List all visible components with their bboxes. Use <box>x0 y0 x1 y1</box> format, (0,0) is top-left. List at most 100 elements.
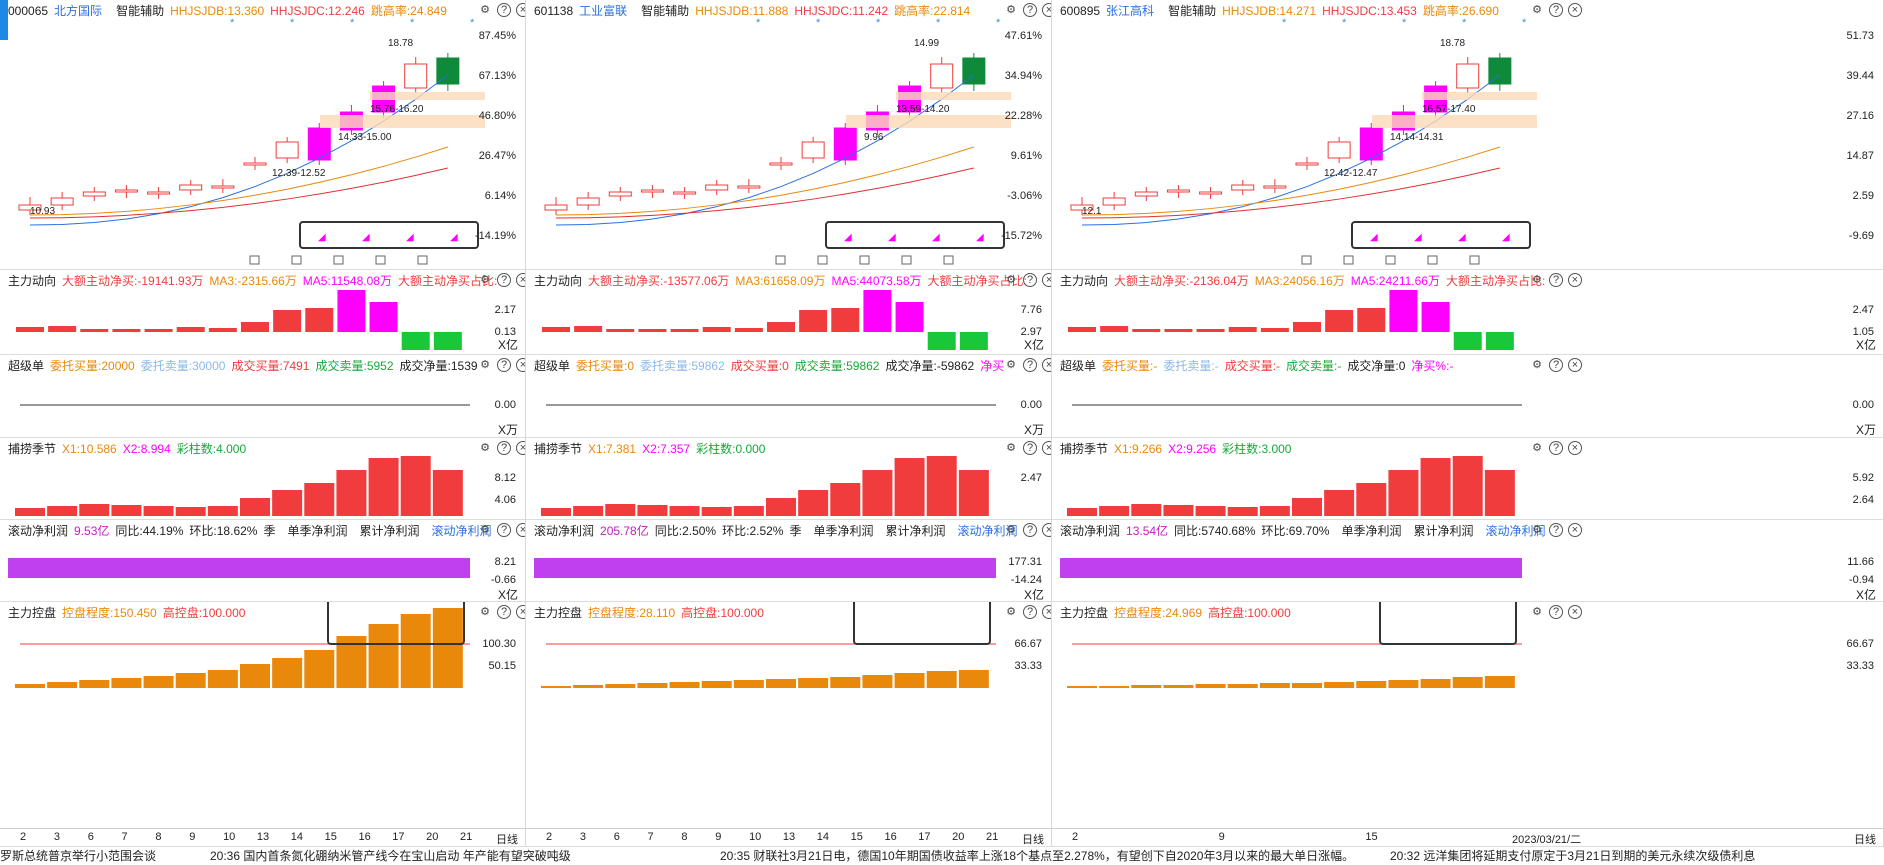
gear-icon[interactable]: ⚙ <box>480 274 490 286</box>
assist-toggle[interactable]: 智能辅助 <box>1168 4 1217 18</box>
control-panel[interactable]: 主力控盘 控盘程度:24.969 高控盘:100.000 ⚙? × 66.67 33.33 <box>1052 602 1883 828</box>
stock-panel-601138[interactable]: 601138 工业富联 智能辅助 HHJSJDB:11.888 HHJSJDC:11.2… <box>526 0 1052 846</box>
super-order-panel[interactable]: 超级单 委托买量:0 委托卖量:59862 成交买量:0 成交卖量:59862 成交净量:… <box>526 355 1051 438</box>
close-icon[interactable]: × <box>1568 3 1582 17</box>
gear-icon[interactable]: ⚙ <box>1006 606 1016 618</box>
indicator-title[interactable]: 主力控盘 <box>534 606 583 620</box>
close-icon[interactable]: × <box>1042 605 1051 619</box>
profit-tab[interactable]: 单季净利润 <box>287 524 348 538</box>
close-icon[interactable]: × <box>516 441 525 455</box>
price-chart[interactable]: 000065 北方国际 智能辅助 HHJSJDB:13.360 HHJSJDC:12.2… <box>0 0 525 270</box>
profit-panel[interactable]: 滚动净利润 205.78亿 同比:2.50% 环比:2.52% 季单季净利润 累计净利润滚… <box>526 520 1051 602</box>
main-force-panel[interactable]: 主力动向 大额主动净买:-19141.93万 MA3:-2315.66万 MA5:11… <box>0 270 525 355</box>
profit-panel[interactable]: 滚动净利润 13.54亿 同比:5740.68% 环比:69.70% 单季净利润 累计净利… <box>1052 520 1883 602</box>
help-icon[interactable]: ? <box>1023 273 1037 287</box>
gear-icon[interactable]: ⚙ <box>480 359 490 371</box>
gear-icon[interactable]: ⚙ <box>1532 274 1542 286</box>
news-ticker[interactable]: 罗斯总统普京举行小范围会谈 20:36 国内首条氮化硼纳米管产线今在宝山启动 年… <box>0 846 1884 865</box>
indicator-title[interactable]: 超级单 <box>534 359 571 373</box>
gear-icon[interactable]: ⚙ <box>1006 524 1016 536</box>
gear-icon[interactable]: ⚙ <box>1532 524 1542 536</box>
gear-icon[interactable]: ⚙ <box>1006 274 1016 286</box>
stock-name[interactable]: 工业富联 <box>579 4 628 18</box>
period-button[interactable]: 日线 <box>1854 834 1876 846</box>
profit-tab[interactable]: 滚动净利润 <box>1485 524 1546 538</box>
close-icon[interactable]: × <box>1042 3 1051 17</box>
season-panel[interactable]: 捕捞季节 X1:7.381 X2:7.357 彩柱数:0.000 ⚙? × 2.47 <box>526 438 1051 520</box>
help-icon[interactable]: ? <box>1023 605 1037 619</box>
gear-icon[interactable]: ⚙ <box>1532 359 1542 371</box>
assist-toggle[interactable]: 智能辅助 <box>116 4 165 18</box>
gear-icon[interactable]: ⚙ <box>480 4 490 16</box>
profit-tab[interactable]: 累计净利润 <box>359 524 420 538</box>
season-panel[interactable]: 捕捞季节 X1:9.266 X2:9.256 彩柱数:3.000 ⚙? × 5.92 2.64 <box>1052 438 1883 520</box>
profit-tab[interactable]: 累计净利润 <box>1413 524 1474 538</box>
stock-panel-000065[interactable]: 000065 北方国际 智能辅助 HHJSJDB:13.360 HHJSJDC:12.2… <box>0 0 526 846</box>
indicator-title[interactable]: 捕捞季节 <box>8 442 57 456</box>
help-icon[interactable]: ? <box>1549 441 1563 455</box>
close-icon[interactable]: × <box>1042 441 1051 455</box>
indicator-title[interactable]: 主力动向 <box>534 274 583 288</box>
ticker-item[interactable]: 罗斯总统普京举行小范围会谈 <box>0 849 157 863</box>
help-icon[interactable]: ? <box>497 523 511 537</box>
help-icon[interactable]: ? <box>497 605 511 619</box>
indicator-title[interactable]: 主力控盘 <box>1060 606 1109 620</box>
close-icon[interactable]: × <box>1042 358 1051 372</box>
super-order-panel[interactable]: 超级单 委托买量:20000 委托卖量:30000 成交买量:7491 成交卖量:595… <box>0 355 525 438</box>
indicator-title[interactable]: 滚动净利润 <box>534 524 595 538</box>
gear-icon[interactable]: ⚙ <box>480 442 490 454</box>
close-icon[interactable]: × <box>516 273 525 287</box>
gear-icon[interactable]: ⚙ <box>1006 442 1016 454</box>
ticker-item[interactable]: 20:35 财联社3月21日电，德国10年期国债收益率上涨18个基点至2.278… <box>720 849 1355 863</box>
help-icon[interactable]: ? <box>1549 523 1563 537</box>
close-icon[interactable]: × <box>1568 523 1582 537</box>
control-panel[interactable]: 主力控盘 控盘程度:28.110 高控盘:100.000 ⚙? × 66.67 33.33 <box>526 602 1051 828</box>
period-button[interactable]: 日线 <box>1022 834 1044 846</box>
price-chart[interactable]: 600895 张江高科 智能辅助 HHJSJDB:14.271 HHJSJDC:13.4… <box>1052 0 1883 270</box>
gear-icon[interactable]: ⚙ <box>1006 359 1016 371</box>
close-icon[interactable]: × <box>1042 273 1051 287</box>
indicator-title[interactable]: 主力动向 <box>8 274 57 288</box>
control-panel[interactable]: 主力控盘 控盘程度:150.450 高控盘:100.000 ⚙? × 100.30 50.1… <box>0 602 525 828</box>
close-icon[interactable]: × <box>1568 358 1582 372</box>
help-icon[interactable]: ? <box>1549 605 1563 619</box>
indicator-title[interactable]: 主力控盘 <box>8 606 57 620</box>
profit-tab[interactable]: 单季净利润 <box>1341 524 1402 538</box>
ticker-item[interactable]: 20:32 远洋集团将延期支付原定于3月21日到期的美元永续次级债利息 <box>1390 849 1756 863</box>
close-icon[interactable]: × <box>516 523 525 537</box>
close-icon[interactable]: × <box>1568 605 1582 619</box>
close-icon[interactable]: × <box>1568 441 1582 455</box>
indicator-title[interactable]: 滚动净利润 <box>8 524 69 538</box>
period-button[interactable]: 日线 <box>496 834 518 846</box>
super-order-panel[interactable]: 超级单 委托买量:- 委托卖量:- 成交买量:- 成交卖量:- 成交净量:0 净买%:- ⚙?… <box>1052 355 1883 438</box>
indicator-title[interactable]: 捕捞季节 <box>534 442 583 456</box>
gear-icon[interactable]: ⚙ <box>480 524 490 536</box>
help-icon[interactable]: ? <box>497 358 511 372</box>
profit-tab[interactable]: 滚动净利润 <box>431 524 492 538</box>
gear-icon[interactable]: ⚙ <box>1532 442 1542 454</box>
close-icon[interactable]: × <box>516 358 525 372</box>
profit-tab[interactable]: 滚动净利润 <box>957 524 1018 538</box>
gear-icon[interactable]: ⚙ <box>480 606 490 618</box>
indicator-title[interactable]: 超级单 <box>8 359 45 373</box>
gear-icon[interactable]: ⚙ <box>1532 4 1542 16</box>
help-icon[interactable]: ? <box>1549 3 1563 17</box>
stock-name[interactable]: 张江高科 <box>1106 4 1155 18</box>
help-icon[interactable]: ? <box>1023 3 1037 17</box>
help-icon[interactable]: ? <box>1023 441 1037 455</box>
help-icon[interactable]: ? <box>1023 523 1037 537</box>
gear-icon[interactable]: ⚙ <box>1532 606 1542 618</box>
help-icon[interactable]: ? <box>1023 358 1037 372</box>
help-icon[interactable]: ? <box>497 441 511 455</box>
left-edge-tab[interactable] <box>0 0 8 40</box>
help-icon[interactable]: ? <box>497 273 511 287</box>
stock-panel-600895[interactable]: 600895 张江高科 智能辅助 HHJSJDB:14.271 HHJSJDC:13.4… <box>1052 0 1884 846</box>
indicator-title[interactable]: 超级单 <box>1060 359 1097 373</box>
profit-panel[interactable]: 滚动净利润 9.53亿 同比:44.19% 环比:18.62% 季单季净利润 累计净利润滚… <box>0 520 525 602</box>
assist-toggle[interactable]: 智能辅助 <box>641 4 690 18</box>
ticker-item[interactable]: 20:36 国内首条氮化硼纳米管产线今在宝山启动 年产能有望突破吨级 <box>210 849 571 863</box>
help-icon[interactable]: ? <box>1549 273 1563 287</box>
profit-tab[interactable]: 累计净利润 <box>885 524 946 538</box>
stock-name[interactable]: 北方国际 <box>54 4 103 18</box>
price-chart[interactable]: 601138 工业富联 智能辅助 HHJSJDB:11.888 HHJSJDC:11.2… <box>526 0 1051 270</box>
